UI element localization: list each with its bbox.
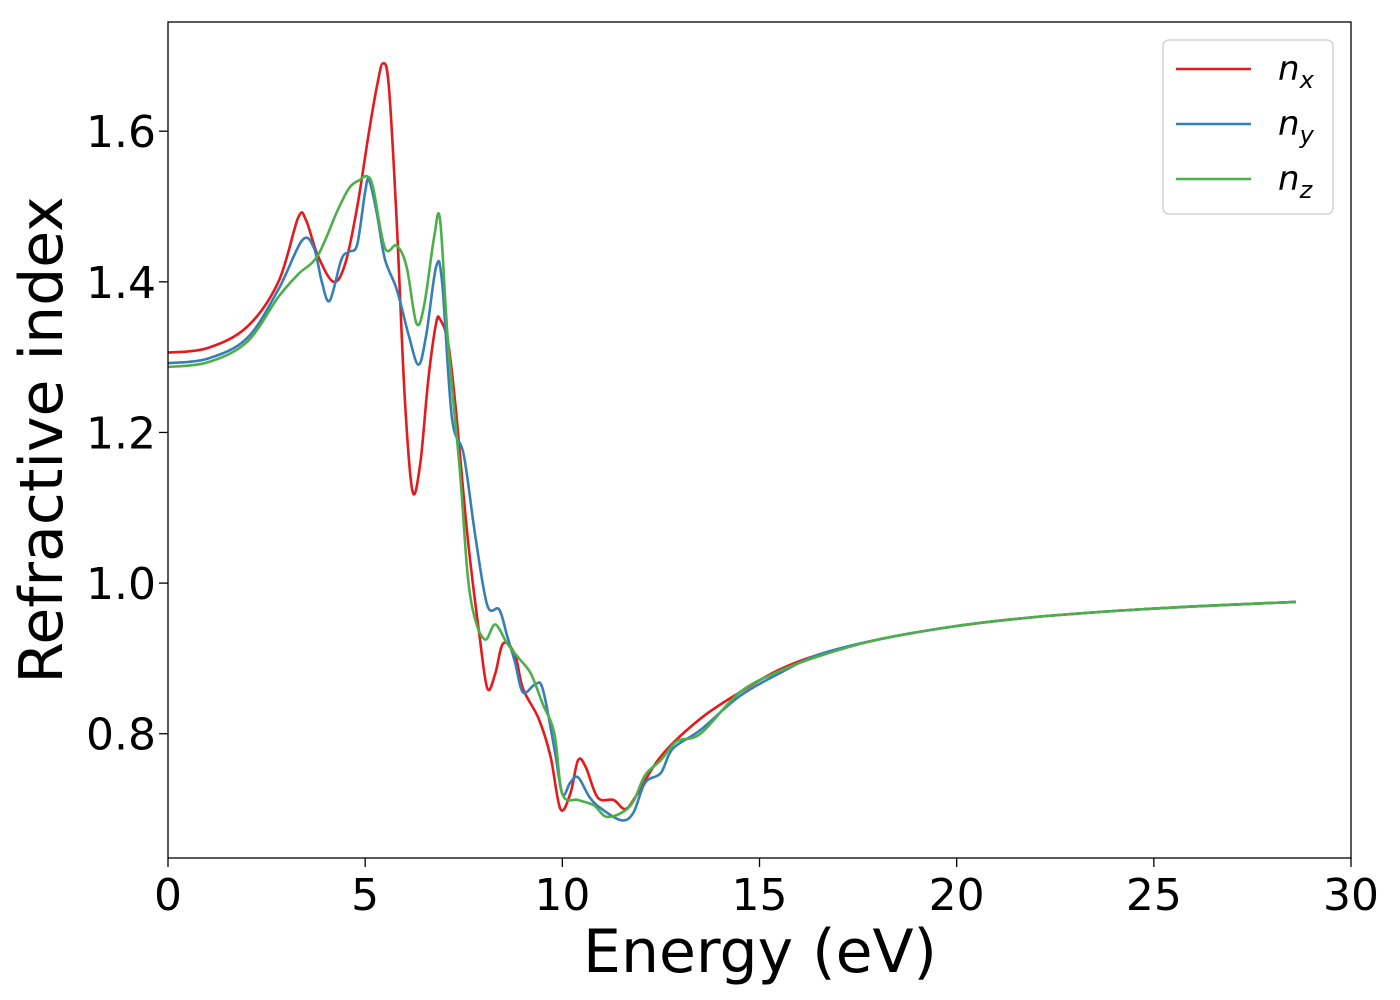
x-tick-label: 25: [1126, 870, 1182, 921]
x-tick-label: 20: [929, 870, 985, 921]
y-tick-label: 1.6: [86, 107, 156, 158]
legend-label-nx: nx: [1278, 49, 1315, 94]
x-tick-label: 15: [732, 870, 788, 921]
legend-label-nz: nz: [1278, 159, 1314, 204]
y-tick-label: 0.8: [86, 710, 156, 761]
y-axis-ticks: 0.8 1.0 1.2 1.4 1.6: [86, 107, 168, 761]
legend: nx ny nz: [1162, 39, 1334, 215]
x-axis-label: Energy (eV): [583, 917, 937, 987]
y-tick-label: 1.2: [86, 408, 156, 459]
series-line-ny: [167, 177, 1296, 822]
y-tick-label: 1.4: [86, 258, 156, 309]
series-line-nz: [167, 174, 1296, 819]
x-tick-label: 30: [1323, 870, 1379, 921]
x-tick-label: 10: [534, 870, 590, 921]
legend-box: [1162, 39, 1334, 215]
legend-label-ny: ny: [1278, 104, 1315, 149]
y-tick-label: 1.0: [86, 559, 156, 610]
x-axis-ticks: 0 5 10 15 20 25 30: [154, 858, 1379, 921]
x-tick-label: 0: [154, 870, 182, 921]
y-axis-label: Refractive index: [7, 196, 77, 683]
plot-area: [167, 21, 1352, 859]
x-tick-label: 5: [351, 870, 379, 921]
